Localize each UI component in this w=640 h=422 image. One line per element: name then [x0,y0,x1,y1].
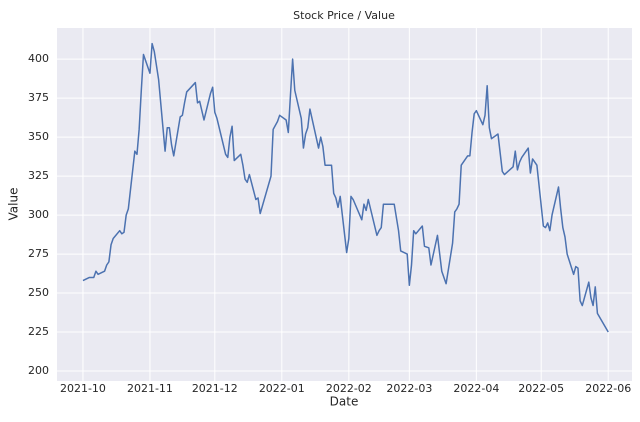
chart-title: Stock Price / Value [293,9,395,22]
y-tick-label: 375 [28,91,49,104]
x-tick-label: 2021-10 [60,382,106,395]
x-tick-label: 2022-03 [386,382,432,395]
x-tick-label: 2022-02 [326,382,372,395]
y-tick-label: 275 [28,247,49,260]
x-axis-label: Date [330,395,359,409]
y-tick-label: 400 [28,52,49,65]
x-tick-label: 2022-06 [585,382,631,395]
y-tick-label: 200 [28,364,49,377]
x-tick-label: 2022-01 [259,382,305,395]
x-tick-label: 2022-05 [518,382,564,395]
data-line [82,42,609,333]
y-tick-label: 250 [28,286,49,299]
y-tick-label: 225 [28,325,49,338]
x-tick-label: 2021-12 [192,382,238,395]
y-tick-label: 325 [28,169,49,182]
plot-area [57,28,632,381]
y-tick-label: 300 [28,208,49,221]
y-axis-label: Value [7,188,21,221]
y-tick-label: 350 [28,130,49,143]
x-tick-label: 2022-04 [453,382,499,395]
x-tick-label: 2021-11 [127,382,173,395]
